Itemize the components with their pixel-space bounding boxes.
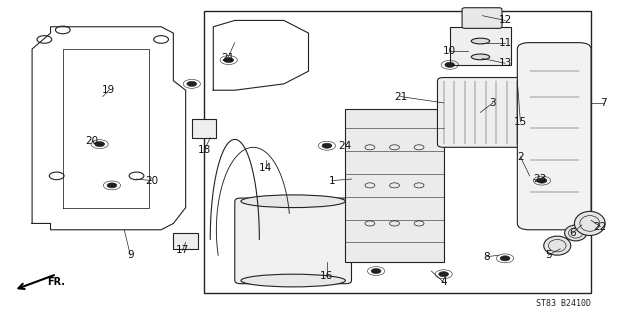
Text: 12: 12 — [499, 15, 511, 25]
Text: 5: 5 — [545, 250, 552, 260]
Text: ST83 B2410D: ST83 B2410D — [536, 299, 591, 308]
Text: 14: 14 — [259, 163, 272, 173]
FancyBboxPatch shape — [462, 8, 502, 28]
FancyBboxPatch shape — [517, 43, 591, 230]
FancyBboxPatch shape — [437, 77, 523, 147]
Circle shape — [95, 142, 104, 147]
Text: 18: 18 — [197, 146, 211, 156]
Circle shape — [371, 268, 381, 274]
Bar — [192, 119, 217, 138]
Ellipse shape — [241, 274, 346, 287]
Circle shape — [322, 143, 332, 148]
Ellipse shape — [471, 38, 490, 44]
Text: 17: 17 — [176, 245, 189, 255]
Bar — [173, 233, 198, 249]
Text: 22: 22 — [594, 222, 607, 232]
Text: 21: 21 — [221, 53, 234, 63]
Text: 13: 13 — [499, 58, 511, 68]
Circle shape — [537, 178, 547, 183]
Circle shape — [439, 272, 449, 277]
Bar — [450, 27, 511, 65]
Ellipse shape — [544, 236, 571, 255]
Text: 4: 4 — [441, 277, 447, 287]
Circle shape — [187, 81, 197, 86]
Text: 11: 11 — [499, 38, 511, 48]
Text: 15: 15 — [514, 117, 527, 127]
Text: 3: 3 — [489, 98, 496, 108]
Text: 6: 6 — [569, 228, 576, 238]
Ellipse shape — [565, 225, 587, 241]
Ellipse shape — [574, 212, 605, 236]
Bar — [346, 109, 444, 261]
Text: 7: 7 — [600, 98, 607, 108]
Text: 19: 19 — [102, 85, 115, 95]
Ellipse shape — [241, 195, 346, 208]
Bar — [204, 11, 591, 293]
Text: 9: 9 — [127, 250, 134, 260]
Circle shape — [445, 62, 455, 68]
Text: 8: 8 — [483, 252, 490, 262]
Text: FR.: FR. — [48, 277, 65, 287]
Circle shape — [224, 58, 234, 63]
FancyBboxPatch shape — [235, 198, 352, 284]
Text: 24: 24 — [339, 141, 352, 151]
Text: 10: 10 — [443, 45, 457, 56]
Text: 20: 20 — [146, 176, 159, 186]
Circle shape — [500, 256, 510, 261]
Text: 21: 21 — [394, 92, 407, 101]
Text: 23: 23 — [534, 174, 547, 184]
Text: 20: 20 — [86, 136, 99, 146]
Text: 16: 16 — [320, 271, 334, 281]
Circle shape — [107, 183, 117, 188]
Text: 1: 1 — [328, 176, 335, 186]
Ellipse shape — [471, 54, 490, 60]
Text: 2: 2 — [517, 152, 524, 162]
